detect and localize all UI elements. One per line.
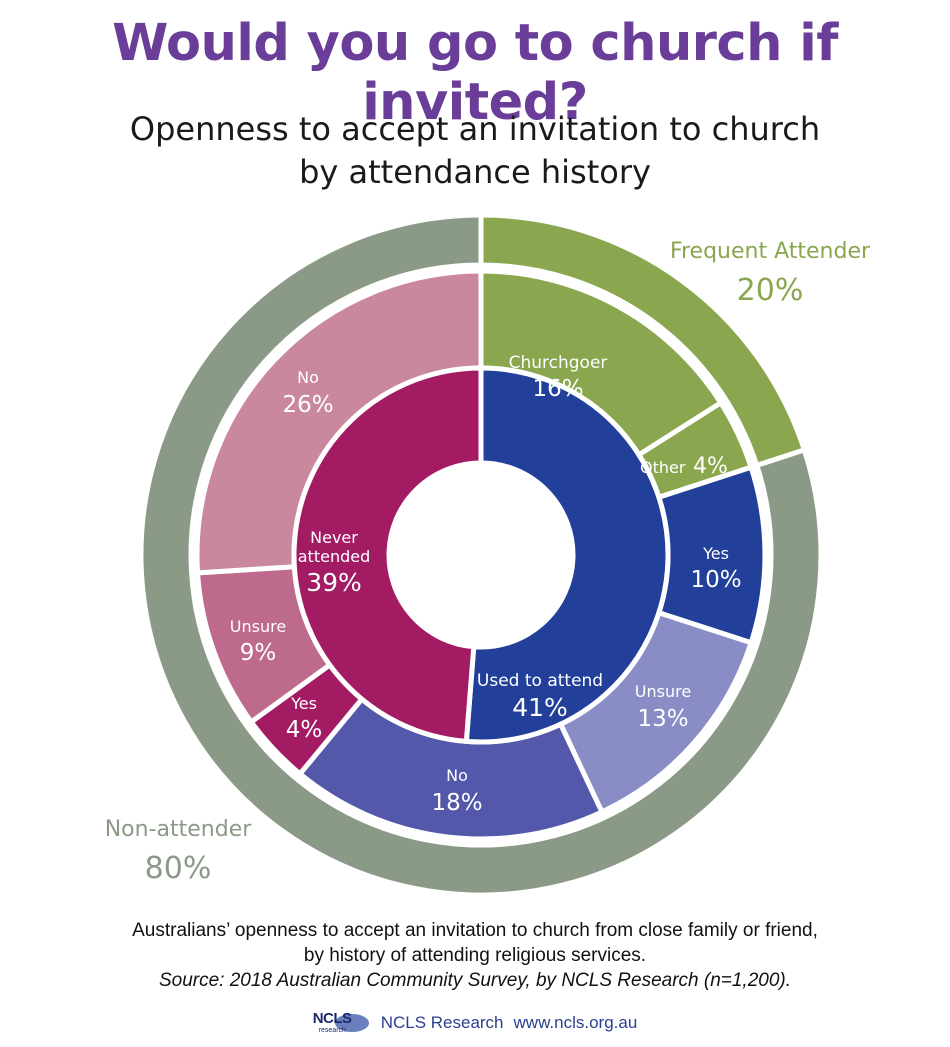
middle-label-other-value: 4% <box>693 454 728 479</box>
middle-label-never-unsure-value: 9% <box>240 640 277 666</box>
labels-layer: Frequent Attender 20% Non-attender 80% C… <box>105 239 871 886</box>
inner-slice-1-never-attended <box>291 365 484 744</box>
outer-label-frequent-attender-value: 20% <box>737 273 804 308</box>
chart-subtitle-line-1: Openness to accept an invitation to chur… <box>129 110 821 148</box>
middle-label-never-unsure-name: Unsure <box>230 617 286 636</box>
caption-line-2: by history of attending religious servic… <box>303 945 647 966</box>
ncls-logo: NCLS research <box>313 1008 371 1038</box>
footer: NCLS research NCLS Research www.ncls.org… <box>0 1008 950 1038</box>
logo-oval-icon <box>334 1014 369 1032</box>
middle-label-never-yes-name: Yes <box>290 694 317 713</box>
middle-label-used-yes-value: 10% <box>690 567 741 593</box>
logo-subtext: research <box>318 1027 346 1034</box>
outer-slice-1-non-attender <box>138 212 824 898</box>
inner-label-never-attended-name-line2: attended <box>298 547 371 566</box>
middle-label-used-no-name: No <box>446 766 468 785</box>
outer-label-frequent-attender-name: Frequent Attender <box>670 239 871 264</box>
outer-label-non-attender-name: Non-attender <box>105 817 253 842</box>
caption-source: Source: 2018 Australian Community Survey… <box>158 970 792 991</box>
caption-line-1: Australians’ openness to accept an invit… <box>132 920 818 941</box>
footer-url[interactable]: www.ncls.org.au <box>513 1013 638 1032</box>
middle-label-used-unsure-name: Unsure <box>635 682 691 701</box>
inner-label-never-attended-name-line1: Never <box>310 528 358 547</box>
middle-label-never-no-name: No <box>297 368 319 387</box>
footer-org: NCLS Research <box>380 1013 504 1032</box>
inner-slice-0-used-to-attend <box>463 365 671 745</box>
slices-layer <box>138 212 824 898</box>
middle-label-used-unsure-value: 13% <box>637 706 688 732</box>
logo-word: NCLS <box>312 1010 352 1027</box>
middle-label-churchgoer-value: 16% <box>532 376 583 402</box>
inner-label-never-attended-value: 39% <box>306 568 362 597</box>
page-title: Would you go to church if invited? <box>112 14 838 132</box>
middle-label-churchgoer-name: Churchgoer <box>509 353 608 373</box>
outer-label-non-attender-value: 80% <box>145 851 212 886</box>
inner-label-used-to-attend-name: Used to attend <box>477 671 603 691</box>
middle-label-other-name: Other <box>640 458 686 477</box>
middle-label-never-no-value: 26% <box>282 392 333 418</box>
inner-label-used-to-attend-value: 41% <box>512 693 568 722</box>
chart-subtitle-line-2: by attendance history <box>299 153 651 191</box>
middle-label-used-no-value: 18% <box>431 790 482 816</box>
middle-label-used-yes-name: Yes <box>702 544 729 563</box>
middle-label-never-yes-value: 4% <box>286 717 323 743</box>
